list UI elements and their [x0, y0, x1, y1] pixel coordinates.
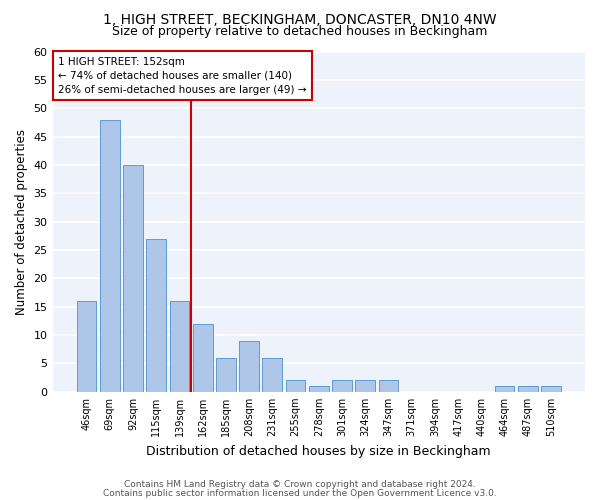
Bar: [309, 386, 329, 392]
Bar: [239, 341, 259, 392]
X-axis label: Distribution of detached houses by size in Beckingham: Distribution of detached houses by size …: [146, 444, 491, 458]
Bar: [216, 358, 236, 392]
Bar: [379, 380, 398, 392]
Text: 1 HIGH STREET: 152sqm
← 74% of detached houses are smaller (140)
26% of semi-det: 1 HIGH STREET: 152sqm ← 74% of detached …: [58, 56, 307, 94]
Text: Contains public sector information licensed under the Open Government Licence v3: Contains public sector information licen…: [103, 489, 497, 498]
Bar: [286, 380, 305, 392]
Bar: [77, 301, 97, 392]
Bar: [494, 386, 514, 392]
Y-axis label: Number of detached properties: Number of detached properties: [15, 128, 28, 314]
Bar: [262, 358, 282, 392]
Bar: [170, 301, 190, 392]
Bar: [332, 380, 352, 392]
Bar: [541, 386, 561, 392]
Bar: [123, 165, 143, 392]
Bar: [100, 120, 119, 392]
Bar: [193, 324, 212, 392]
Text: Size of property relative to detached houses in Beckingham: Size of property relative to detached ho…: [112, 25, 488, 38]
Text: Contains HM Land Registry data © Crown copyright and database right 2024.: Contains HM Land Registry data © Crown c…: [124, 480, 476, 489]
Bar: [146, 238, 166, 392]
Bar: [518, 386, 538, 392]
Text: 1, HIGH STREET, BECKINGHAM, DONCASTER, DN10 4NW: 1, HIGH STREET, BECKINGHAM, DONCASTER, D…: [103, 12, 497, 26]
Bar: [355, 380, 375, 392]
